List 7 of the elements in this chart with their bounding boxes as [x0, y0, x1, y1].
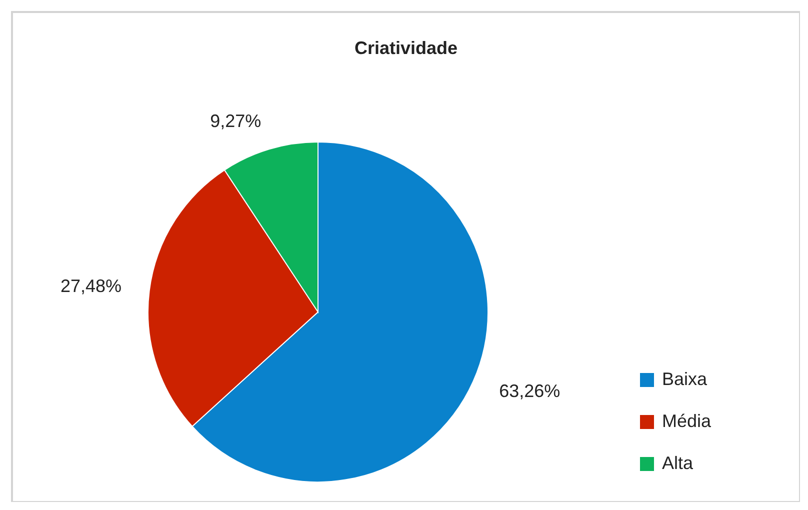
data-label: 63,26%	[499, 380, 560, 401]
data-label: 9,27%	[210, 111, 262, 132]
data-label: 27,48%	[60, 276, 122, 296]
chart-title: Criatividade	[354, 38, 458, 58]
legend-label: Média	[662, 410, 712, 431]
legend-label: Alta	[662, 452, 694, 473]
legend-label: Baixa	[662, 368, 708, 389]
